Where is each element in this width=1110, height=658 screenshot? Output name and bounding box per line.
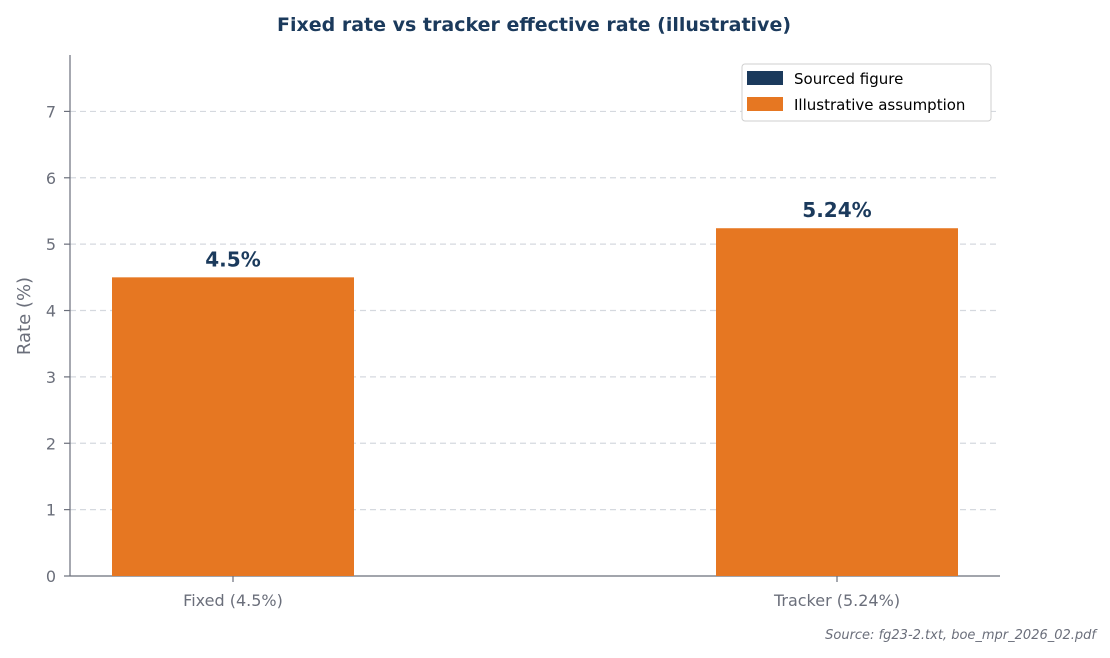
y-tick-label: 1 xyxy=(46,501,56,520)
y-tick-label: 3 xyxy=(46,368,56,387)
bar xyxy=(112,277,354,576)
y-tick-label: 5 xyxy=(46,235,56,254)
bars: 4.5% 5.24% xyxy=(112,198,958,577)
y-axis-ticks: 0 1 2 3 4 5 6 7 xyxy=(46,102,70,586)
x-tick-label: Fixed (4.5%) xyxy=(183,591,283,610)
bar-data-label: 4.5% xyxy=(205,247,260,271)
bar xyxy=(716,228,958,577)
y-tick-label: 2 xyxy=(46,434,56,453)
y-tick-label: 6 xyxy=(46,169,56,188)
legend: Sourced figure Illustrative assumption xyxy=(741,63,992,122)
legend-frame xyxy=(741,63,992,122)
bar-data-label: 5.24% xyxy=(802,198,871,222)
y-tick-label: 4 xyxy=(46,302,56,321)
legend-label-illustrative: Illustrative assumption xyxy=(794,96,965,114)
legend-swatch-illustrative xyxy=(747,97,783,111)
x-tick-label: Tracker (5.24%) xyxy=(773,591,900,610)
legend-label-sourced: Sourced figure xyxy=(794,70,903,88)
chart-title: Fixed rate vs tracker effective rate (il… xyxy=(277,14,791,36)
source-note: Source: fg23-2.txt, boe_mpr_2026_02.pdf xyxy=(825,628,1098,643)
y-axis-label: Rate (%) xyxy=(14,277,35,355)
legend-swatch-sourced xyxy=(747,71,783,85)
x-axis-ticks: Fixed (4.5%) Tracker (5.24%) xyxy=(183,576,900,610)
y-tick-label: 0 xyxy=(46,567,56,586)
y-tick-label: 7 xyxy=(46,102,56,121)
